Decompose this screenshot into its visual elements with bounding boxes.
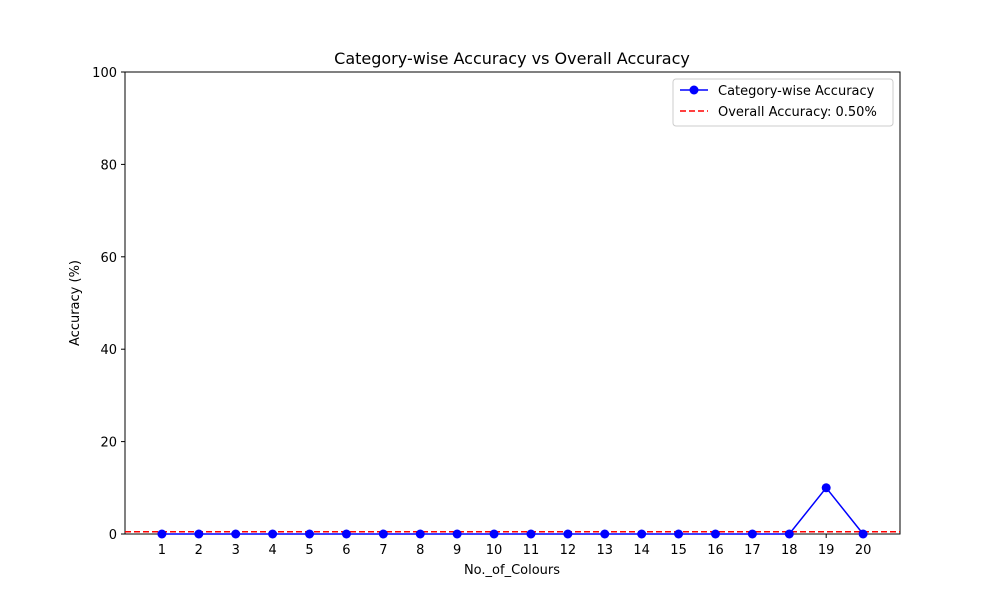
x-tick-label: 12	[560, 543, 577, 558]
y-tick-label: 40	[100, 343, 117, 358]
y-tick-label: 20	[100, 436, 117, 451]
y-axis: 0 20 40 60 80 100	[92, 66, 125, 543]
data-point	[378, 529, 388, 539]
x-tick-label: 14	[633, 543, 650, 558]
data-point	[858, 529, 868, 539]
series-layer	[125, 483, 900, 539]
x-tick-label: 15	[670, 543, 687, 558]
plot-area	[124, 71, 901, 535]
x-tick-label: 9	[453, 543, 461, 558]
x-tick-label: 6	[342, 543, 350, 558]
data-point	[489, 529, 499, 539]
x-tick-label: 10	[486, 543, 503, 558]
legend: Category-wise Accuracy Overall Accuracy:…	[672, 78, 894, 127]
data-point	[747, 529, 757, 539]
x-tick-label: 2	[195, 543, 203, 558]
y-tick-label: 100	[92, 66, 117, 81]
y-tick-label: 60	[100, 251, 117, 266]
x-tick-label: 4	[268, 543, 276, 558]
x-tick-label: 20	[855, 543, 872, 558]
category-accuracy-line	[161, 486, 864, 535]
y-tick-label: 80	[100, 158, 117, 173]
data-point	[710, 529, 720, 539]
x-axis-label: No._of_Colours	[464, 563, 560, 578]
x-tick-label: 1	[158, 543, 166, 558]
data-point	[452, 529, 462, 539]
x-tick-label: 16	[707, 543, 724, 558]
x-tick-label: 11	[523, 543, 540, 558]
x-tick-label: 3	[232, 543, 240, 558]
chart-title: Category-wise Accuracy vs Overall Accura…	[334, 49, 690, 68]
legend-label-category-wise: Category-wise Accuracy	[718, 84, 875, 99]
data-point	[415, 529, 425, 539]
x-tick-label: 18	[781, 543, 798, 558]
legend-frame	[672, 78, 894, 127]
x-tick-label: 8	[416, 543, 424, 558]
data-point	[231, 529, 241, 539]
data-point	[600, 529, 610, 539]
data-point	[821, 483, 831, 493]
data-point	[526, 529, 536, 539]
x-tick-label: 17	[744, 543, 761, 558]
plot-frame	[124, 71, 901, 535]
data-point	[268, 529, 278, 539]
data-point	[157, 529, 167, 539]
legend-marker-category-wise	[689, 85, 699, 95]
y-axis-label: Accuracy (%)	[68, 260, 83, 346]
legend-label-overall: Overall Accuracy: 0.50%	[718, 105, 877, 120]
data-point	[563, 529, 573, 539]
x-tick-label: 5	[305, 543, 313, 558]
y-tick-label: 0	[109, 528, 117, 543]
x-axis: 1 2 3 4 5 6 7 8 9 10 11 12 13 14 15 16 17 18 19 20	[158, 534, 872, 558]
data-point	[194, 529, 204, 539]
x-tick-label: 13	[596, 543, 613, 558]
x-tick-label: 7	[379, 543, 387, 558]
data-point	[674, 529, 684, 539]
data-point	[305, 529, 315, 539]
data-point	[784, 529, 794, 539]
x-tick-label: 19	[818, 543, 835, 558]
data-point	[341, 529, 351, 539]
data-point	[637, 529, 647, 539]
